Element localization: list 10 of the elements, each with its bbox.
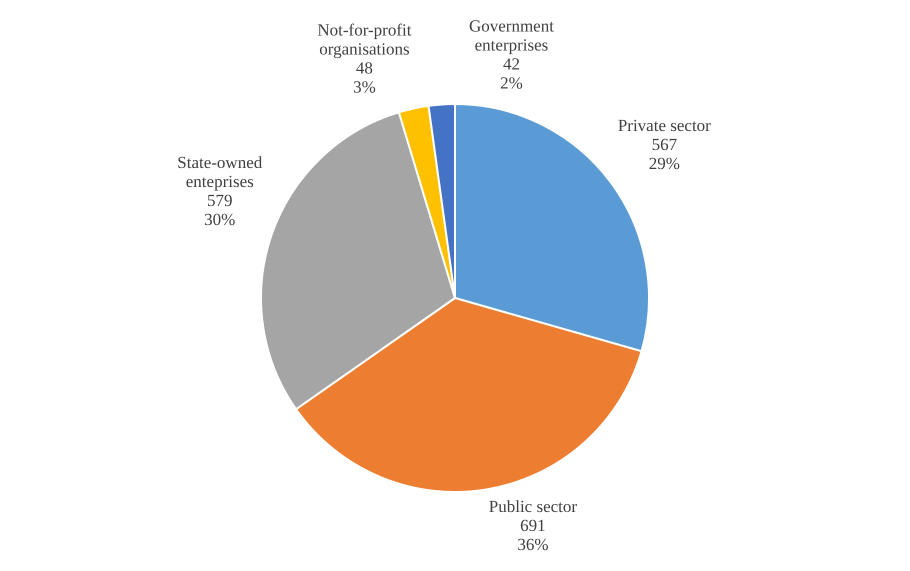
data-label: 567 29% bbox=[648, 135, 680, 174]
data-label: 42 2% bbox=[500, 54, 523, 92]
slice-label: Public sector bbox=[488, 497, 578, 516]
slice-label: Not-for-profit organisations bbox=[317, 20, 412, 59]
slice-label: Government enterprises bbox=[468, 16, 554, 54]
data-label: 691 36% bbox=[517, 516, 548, 554]
data-label: 48 3% bbox=[353, 58, 376, 97]
data-label: 579 30% bbox=[204, 191, 236, 230]
slice-label: Private sector bbox=[618, 116, 712, 136]
slice-label: State-owned enteprises bbox=[177, 153, 263, 192]
